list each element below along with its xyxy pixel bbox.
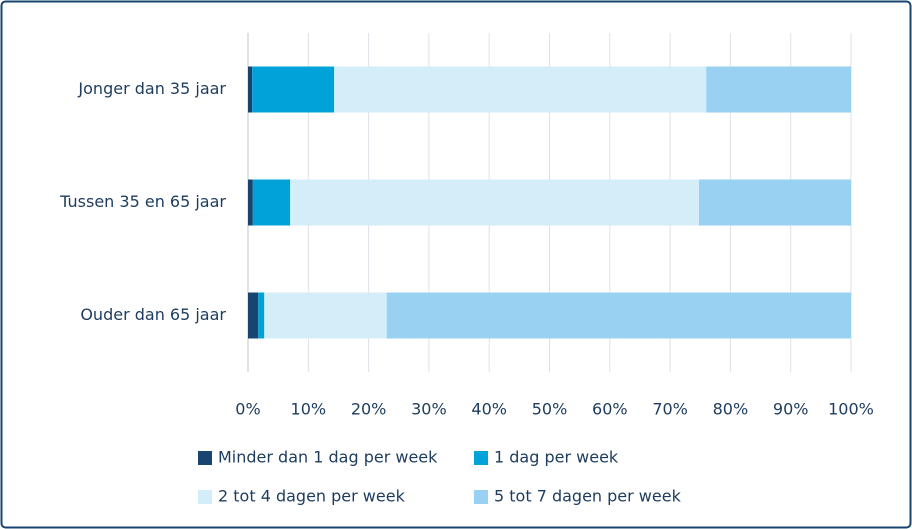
bar-segment	[706, 66, 851, 113]
x-tick-label: 60%	[592, 400, 628, 419]
bar-segment	[264, 292, 387, 339]
legend-swatch	[198, 451, 212, 465]
x-tick-label: 80%	[713, 400, 749, 419]
legend-label: Minder dan 1 dag per week	[218, 448, 438, 467]
legend-label: 2 tot 4 dagen per week	[218, 487, 406, 506]
legend-label: 1 dag per week	[494, 448, 619, 467]
x-tick-label: 50%	[532, 400, 568, 419]
legend-swatch	[474, 451, 488, 465]
legend-label: 5 tot 7 dagen per week	[494, 487, 682, 506]
bar-segment	[386, 292, 851, 339]
x-tick-label: 40%	[471, 400, 507, 419]
bar-segment	[248, 179, 253, 226]
bar-segment	[699, 179, 851, 226]
bar-segment	[248, 66, 253, 113]
y-tick-label: Jonger dan 35 jaar	[77, 79, 226, 98]
bar-segment	[248, 292, 259, 339]
x-tick-label: 0%	[235, 400, 260, 419]
legend-swatch	[474, 490, 488, 504]
x-tick-label: 20%	[351, 400, 387, 419]
x-tick-label: 30%	[411, 400, 447, 419]
x-tick-label: 90%	[773, 400, 809, 419]
bar-segment	[258, 292, 265, 339]
y-tick-label: Tussen 35 en 65 jaar	[59, 192, 226, 211]
legend-swatch	[198, 490, 212, 504]
bar-segment	[252, 66, 335, 113]
x-tick-label: 100%	[828, 400, 874, 419]
x-tick-label: 70%	[652, 400, 688, 419]
bar-segment	[334, 66, 707, 113]
y-tick-label: Ouder dan 65 jaar	[80, 305, 226, 324]
x-tick-label: 10%	[291, 400, 327, 419]
bar-segment	[290, 179, 700, 226]
bar-segment	[252, 179, 291, 226]
